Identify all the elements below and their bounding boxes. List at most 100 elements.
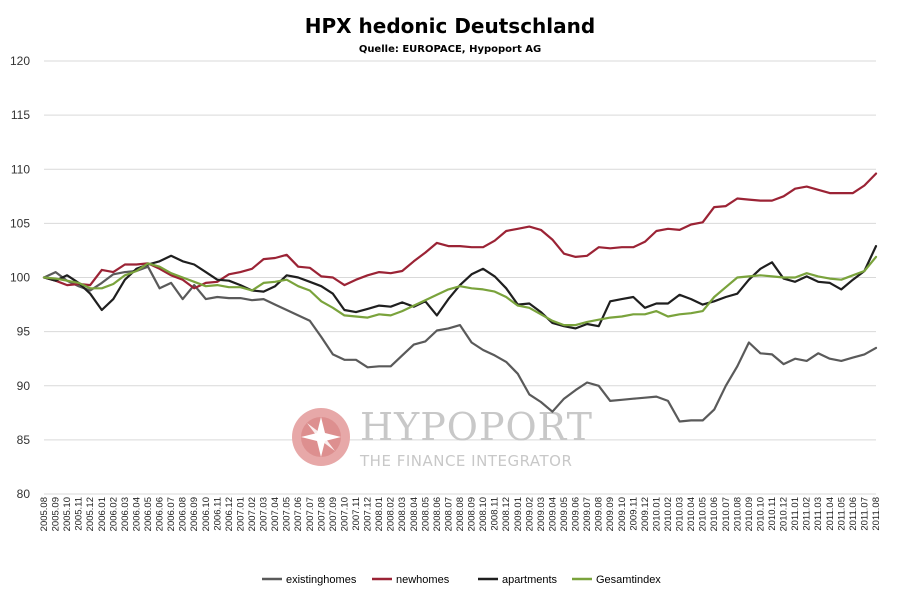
x-tick-label: 2006.08 (178, 497, 189, 531)
x-tick-label: 2008.06 (432, 497, 443, 531)
x-tick-label: 2010.02 (663, 497, 674, 531)
x-tick-label: 2008.02 (386, 497, 397, 531)
x-tick-label: 2006.10 (201, 497, 212, 531)
x-tick-label: 2007.09 (328, 497, 339, 531)
legend-label: apartments (502, 574, 558, 586)
x-tick-label: 2005.10 (62, 497, 73, 531)
series-line-existinghomes (42, 265, 878, 423)
x-tick-label: 2009.08 (594, 497, 605, 531)
x-tick-label: 2011.06 (848, 497, 859, 531)
x-tick-label: 2007.11 (351, 497, 362, 531)
watermark-tagline: THE FINANCE INTEGRATOR (359, 452, 572, 470)
series-line-apartments (42, 245, 878, 330)
x-tick-label: 2006.11 (212, 497, 223, 531)
legend-label: newhomes (396, 574, 450, 586)
x-tick-label: 2011.08 (871, 497, 882, 531)
x-tick-label: 2011.02 (802, 497, 813, 531)
x-tick-label: 2007.08 (316, 497, 327, 531)
x-tick-label: 2008.04 (409, 497, 420, 531)
x-tick-label: 2007.02 (247, 497, 258, 531)
x-tick-label: 2008.09 (467, 497, 478, 531)
x-tick-label: 2008.05 (420, 497, 431, 531)
x-tick-label: 2010.10 (755, 497, 766, 531)
series-line-gesamtindex (42, 255, 878, 327)
x-tick-label: 2011.07 (859, 497, 870, 531)
y-tick-label: 110 (11, 162, 30, 176)
x-tick-label: 2006.04 (131, 497, 142, 531)
x-tick-label: 2008.10 (478, 497, 489, 531)
x-tick-label: 2010.01 (651, 497, 662, 531)
x-tick-label: 2006.07 (166, 497, 177, 531)
x-tick-label: 2007.01 (235, 497, 246, 531)
x-tick-label: 2006.03 (120, 497, 131, 531)
x-tick-label: 2006.05 (143, 497, 154, 531)
x-tick-label: 2006.02 (108, 497, 119, 531)
x-tick-label: 2006.06 (155, 497, 166, 531)
x-tick-label: 2010.06 (709, 497, 720, 531)
x-tick-label: 2005.08 (39, 497, 50, 531)
x-tick-label: 2009.05 (559, 497, 570, 531)
x-tick-label: 2007.10 (339, 497, 350, 531)
y-tick-label: 90 (17, 379, 31, 393)
y-axis-ticks: 80 85 90 95 100 105 110 115 120 (10, 54, 30, 501)
x-tick-label: 2006.01 (97, 497, 108, 531)
y-tick-label: 105 (10, 216, 30, 230)
x-tick-label: 2008.01 (374, 497, 385, 531)
x-tick-label: 2007.05 (282, 497, 293, 531)
x-tick-label: 2007.06 (293, 497, 304, 531)
y-tick-label: 85 (17, 433, 31, 447)
legend-label: Gesamtindex (596, 574, 661, 586)
x-tick-label: 2010.11 (767, 497, 778, 531)
x-tick-label: 2007.07 (305, 497, 316, 531)
y-tick-label: 100 (10, 271, 30, 285)
x-tick-label: 2011.03 (813, 497, 824, 531)
chart-subtitle: Quelle: EUROPACE, Hypoport AG (359, 44, 541, 55)
x-tick-label: 2008.08 (455, 497, 466, 531)
x-tick-label: 2009.02 (524, 497, 535, 531)
x-tick-label: 2010.05 (698, 497, 709, 531)
x-tick-label: 2009.01 (513, 497, 524, 531)
x-tick-label: 2006.09 (189, 497, 200, 531)
x-tick-label: 2005.09 (51, 497, 62, 531)
x-tick-label: 2010.07 (721, 497, 732, 531)
y-tick-label: 80 (17, 487, 31, 501)
x-tick-label: 2009.11 (628, 497, 639, 531)
watermark: HYPOPORT THE FINANCE INTEGRATOR (292, 405, 593, 470)
x-tick-label: 2008.11 (490, 497, 501, 531)
x-tick-label: 2009.12 (640, 497, 651, 531)
x-tick-label: 2008.07 (443, 497, 454, 531)
x-tick-label: 2011.01 (790, 497, 801, 531)
x-tick-label: 2010.12 (779, 497, 790, 531)
x-tick-label: 2011.04 (825, 497, 836, 531)
x-axis-ticks: 2005.08 2005.09 2005.10 2005.11 2005.12 2006.… (39, 497, 882, 531)
x-tick-label: 2007.03 (259, 497, 270, 531)
x-tick-label: 2007.04 (270, 497, 281, 531)
x-tick-label: 2009.09 (605, 497, 616, 531)
x-tick-label: 2007.12 (363, 497, 374, 531)
x-tick-label: 2008.03 (397, 497, 408, 531)
x-tick-label: 2010.09 (744, 497, 755, 531)
x-tick-label: 2009.04 (547, 497, 558, 531)
x-tick-label: 2008.12 (501, 497, 512, 531)
hypoport-logo-icon (292, 408, 350, 466)
x-tick-label: 2009.06 (571, 497, 582, 531)
watermark-brand: HYPOPORT (360, 405, 593, 449)
x-tick-label: 2005.12 (85, 497, 96, 531)
series-lines (42, 172, 878, 423)
x-tick-label: 2010.03 (675, 497, 686, 531)
chart-title: HPX hedonic Deutschland (305, 14, 595, 38)
x-tick-label: 2006.12 (224, 497, 235, 531)
legend: existinghomes newhomes apartments Gesamtind… (262, 574, 661, 586)
x-tick-label: 2005.11 (74, 497, 85, 531)
x-tick-label: 2010.08 (732, 497, 743, 531)
x-tick-label: 2009.07 (582, 497, 593, 531)
x-tick-label: 2009.10 (617, 497, 628, 531)
legend-label: existinghomes (286, 574, 357, 586)
x-tick-label: 2010.04 (686, 497, 697, 531)
x-tick-label: 2009.03 (536, 497, 547, 531)
y-tick-label: 120 (10, 54, 30, 68)
series-line-newhomes (42, 172, 878, 290)
